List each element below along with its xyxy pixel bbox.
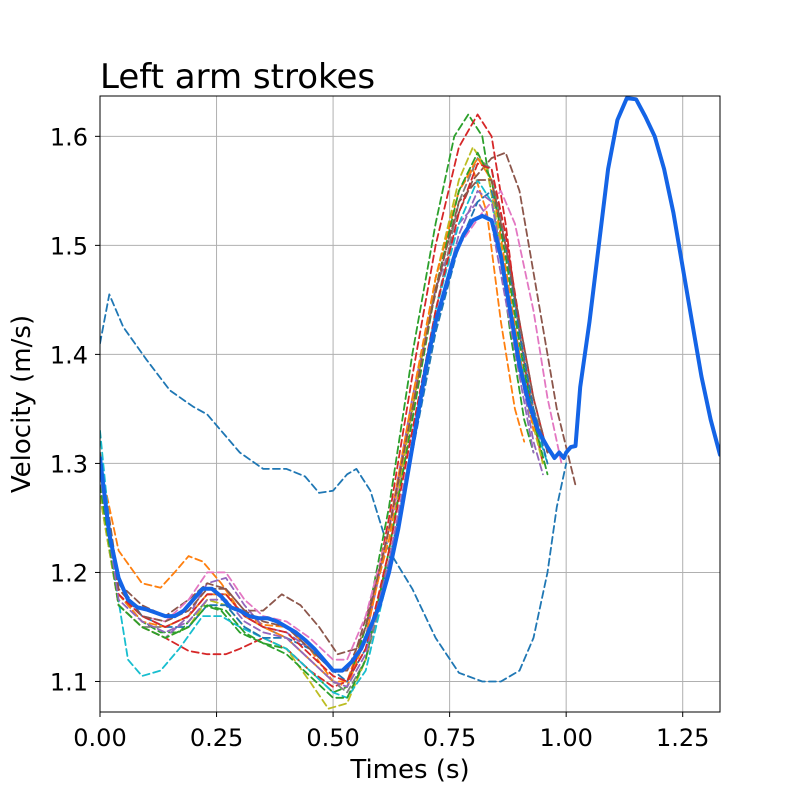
y-tick-label: 1.6 (50, 123, 88, 151)
x-tick-label: 1.25 (656, 724, 709, 752)
y-axis-label: Velocity (m/s) (7, 315, 37, 493)
plot-frame (99, 95, 721, 713)
series-line-stroke (100, 190, 563, 661)
x-axis-label: Times (s) (349, 755, 469, 785)
x-tick-label: 1.00 (539, 724, 592, 752)
x-tick-label: 0.75 (423, 724, 476, 752)
chart-title: Left arm strokes (100, 57, 375, 97)
series-line-stroke (100, 157, 549, 694)
series-layer (100, 96, 720, 710)
series-line-stroke (100, 157, 535, 688)
y-tick-label: 1.4 (50, 341, 88, 369)
series-line-stroke (100, 151, 577, 656)
series-line-stroke (100, 113, 544, 688)
x-tick-label: 0.25 (190, 724, 243, 752)
y-tick-label: 1.2 (50, 559, 88, 587)
series-group (100, 96, 720, 710)
series-line-stroke (100, 179, 549, 699)
y-tick-label: 1.3 (50, 450, 88, 478)
series-line-mean (100, 96, 720, 673)
x-tick-label: 0.00 (73, 724, 126, 752)
series-line-stroke (100, 146, 544, 710)
series-line-stroke (100, 293, 568, 683)
y-tick-label: 1.5 (50, 232, 88, 260)
series-line-stroke (100, 190, 549, 683)
y-tick-label: 1.1 (50, 668, 88, 696)
series-line-stroke (100, 190, 544, 688)
x-axis: 0.00 0.25 0.50 0.75 1.00 1.25 (73, 712, 709, 752)
y-axis: 1.1 1.2 1.3 1.4 1.5 1.6 (50, 123, 100, 696)
series-line-stroke (100, 200, 535, 672)
series-line-stroke (100, 179, 549, 672)
series-line-stroke (100, 162, 549, 683)
x-tick-label: 0.50 (306, 724, 359, 752)
